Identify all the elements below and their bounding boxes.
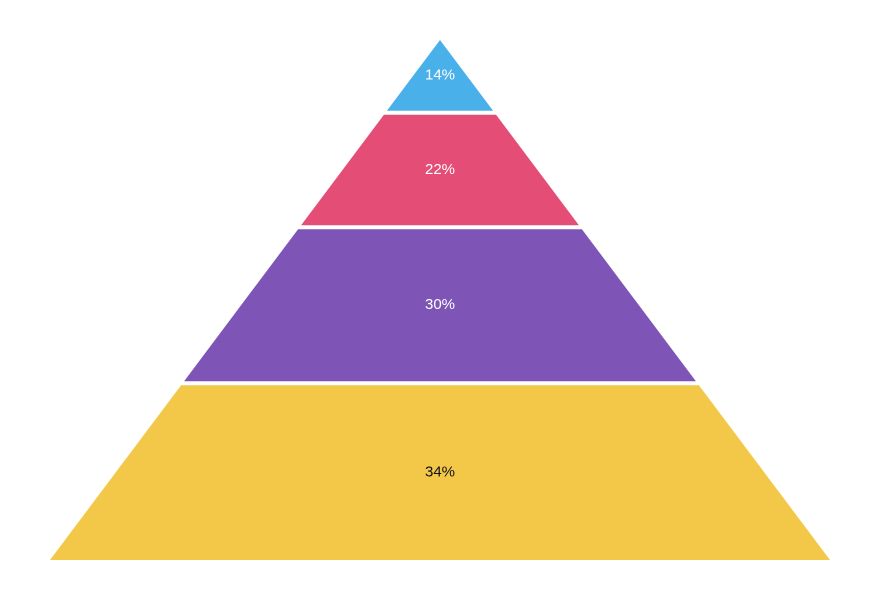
pyramid-svg: 14% 22% 30% 34% (0, 0, 880, 607)
pyramid-slice-label: 34% (425, 464, 455, 481)
pyramid-chart: 14% 22% 30% 34% (0, 0, 880, 607)
pyramid-slice-label: 22% (425, 161, 455, 178)
pyramid-slice-label: 14% (425, 66, 455, 83)
pyramid-slice-label: 30% (425, 296, 455, 313)
